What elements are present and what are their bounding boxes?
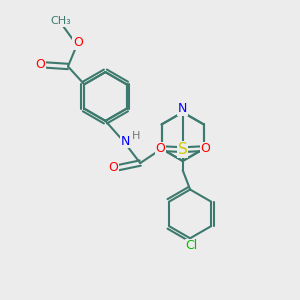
- Text: N: N: [121, 135, 130, 148]
- Text: N: N: [178, 102, 188, 115]
- Text: O: O: [73, 36, 83, 49]
- Text: O: O: [109, 161, 118, 174]
- Text: O: O: [35, 58, 45, 71]
- Text: H: H: [132, 131, 140, 141]
- Text: Cl: Cl: [185, 239, 198, 252]
- Text: O: O: [155, 142, 165, 155]
- Text: S: S: [178, 142, 188, 157]
- Text: CH₃: CH₃: [50, 16, 71, 26]
- Text: O: O: [200, 142, 210, 155]
